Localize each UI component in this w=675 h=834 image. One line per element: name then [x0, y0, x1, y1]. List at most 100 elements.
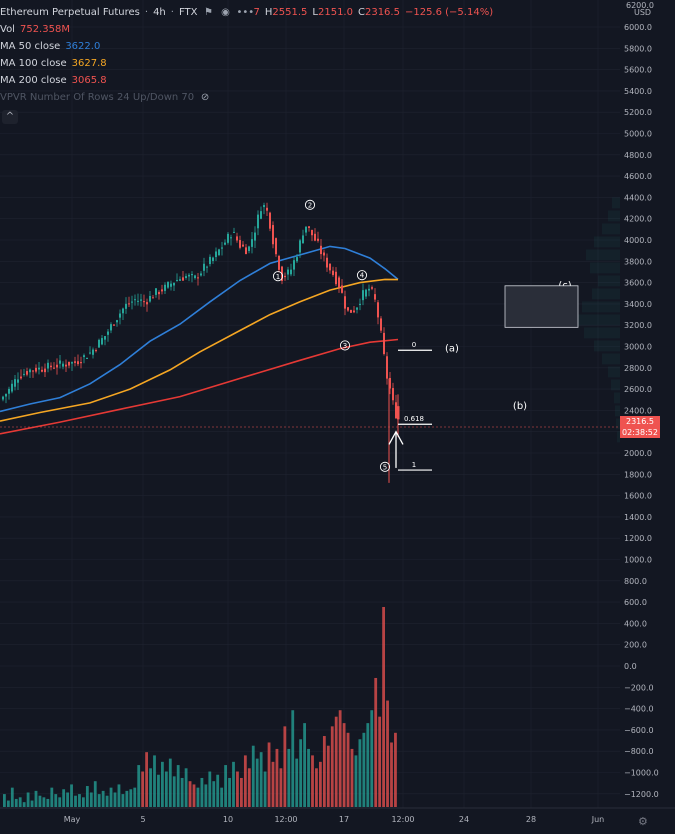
- volume-bar: [370, 710, 374, 807]
- candle-body: [65, 364, 67, 367]
- candle-body: [125, 303, 127, 309]
- ma50-legend[interactable]: MA 50 close 3622.0: [0, 38, 493, 55]
- candle-body: [2, 396, 4, 400]
- volume-bar: [236, 771, 239, 807]
- eye-hidden-icon[interactable]: ⊘: [200, 91, 210, 103]
- price-tick-label: 5600.0: [624, 66, 652, 75]
- volume-profile-bar: [586, 249, 620, 261]
- volume-bar: [291, 710, 295, 807]
- symbol-name[interactable]: Ethereum Perpetual Futures: [0, 7, 140, 18]
- candle-body: [188, 274, 190, 277]
- eye-icon[interactable]: ◉: [221, 6, 230, 18]
- candle-body: [269, 212, 271, 229]
- candle-body: [98, 339, 100, 348]
- time-tick-label: May: [64, 815, 81, 824]
- price-tick-label: 4800.0: [624, 151, 652, 160]
- candle-body: [119, 313, 121, 318]
- volume-bar: [255, 758, 259, 807]
- price-tick-label: 1800.0: [624, 470, 652, 479]
- candle-body: [164, 284, 166, 291]
- volume-bar: [208, 771, 212, 807]
- candle-body: [383, 332, 385, 354]
- volume-bar: [89, 792, 93, 807]
- volume-bar: [93, 781, 97, 807]
- candle-body: [35, 367, 37, 372]
- more-dots-icon[interactable]: •••: [236, 6, 255, 18]
- indicator-label: Vol: [0, 24, 15, 35]
- time-tick-label: 24: [459, 815, 469, 824]
- ma200-legend[interactable]: MA 200 close 3065.8: [0, 72, 493, 89]
- price-tick-label: 4600.0: [624, 172, 652, 181]
- volume-bar: [267, 742, 271, 807]
- volume-bar: [176, 765, 180, 807]
- time-axis[interactable]: May 5 10 12:00 17 12:00 24 28 Jun: [64, 815, 605, 824]
- volume-profile-bar: [584, 327, 620, 339]
- candle-body: [56, 364, 58, 368]
- separator: ·: [170, 7, 174, 18]
- candle-body: [389, 377, 391, 389]
- symbol-row[interactable]: Ethereum Perpetual Futures · 4h · FTX ⚑ …: [0, 4, 493, 21]
- volume-bar: [358, 739, 362, 807]
- indicator-value: 3627.8: [71, 58, 107, 69]
- candle-body: [14, 379, 16, 387]
- price-tick-label: 2600.0: [624, 385, 652, 394]
- candle-body: [122, 308, 124, 314]
- volume-profile-bar: [608, 210, 620, 222]
- volume-profile-bar: [592, 288, 620, 300]
- price-tick-label: −1200.0: [624, 790, 659, 799]
- volume-bar: [113, 792, 117, 807]
- timeframe[interactable]: 4h: [153, 7, 166, 18]
- moving-average-lines: [0, 245, 399, 435]
- candle-body: [110, 324, 112, 331]
- volume-profile-bar: [590, 262, 620, 274]
- volume-bar: [141, 771, 145, 807]
- candle-body: [143, 301, 145, 303]
- candle-body: [86, 357, 88, 359]
- volume-profile-bar: [582, 301, 620, 313]
- volume-bar: [342, 723, 346, 807]
- candle-body: [299, 240, 301, 253]
- price-tick-label: 2800.0: [624, 364, 652, 373]
- candle-body: [311, 229, 313, 236]
- volume-bar: [196, 787, 200, 807]
- price-tick-label: 4000.0: [624, 236, 652, 245]
- volume-profile: [576, 197, 620, 443]
- candle-body: [215, 251, 217, 258]
- candle-body: [248, 246, 250, 252]
- price-tick-label: 3200.0: [624, 321, 652, 330]
- volume-bar: [18, 797, 22, 807]
- ma200-line: [0, 338, 399, 435]
- volume-bar: [362, 732, 366, 807]
- candle-body: [92, 349, 94, 355]
- flag-icon[interactable]: ⚑: [204, 6, 213, 18]
- candle-body: [41, 369, 43, 372]
- candle-body: [170, 283, 172, 287]
- vpvr-legend[interactable]: VPVR Number Of Rows 24 Up/Down 70 ⊘: [0, 89, 493, 106]
- candle-body: [185, 276, 187, 279]
- candle-body: [380, 318, 382, 331]
- indicator-label: MA 100 close: [0, 58, 67, 69]
- candle-body: [245, 247, 247, 255]
- candle-body: [308, 226, 310, 228]
- wave-label: 1: [276, 273, 280, 281]
- candle-body: [80, 362, 82, 364]
- candle-body: [77, 361, 79, 365]
- ohlc-low-label: L: [312, 7, 318, 18]
- candle-body: [293, 260, 295, 270]
- collapse-legend-button[interactable]: ^: [2, 110, 18, 124]
- price-tick-label: 800.0: [624, 577, 647, 586]
- candle-body: [290, 269, 292, 275]
- candle-body: [236, 236, 238, 241]
- volume-bar: [184, 768, 188, 807]
- ma100-legend[interactable]: MA 100 close 3627.8: [0, 55, 493, 72]
- candle-body: [335, 271, 337, 285]
- volume-bar: [382, 607, 385, 807]
- price-axis[interactable]: 6200.0 6000.0 5800.0 5600.0 5400.0 5200.0 5000…: [624, 1, 659, 799]
- volume-legend[interactable]: Vol 752.358M: [0, 21, 493, 38]
- candle-body: [224, 242, 226, 245]
- settings-gear-icon[interactable]: ⚙: [638, 815, 648, 828]
- volume-bar: [386, 700, 389, 807]
- candle-body: [104, 336, 106, 340]
